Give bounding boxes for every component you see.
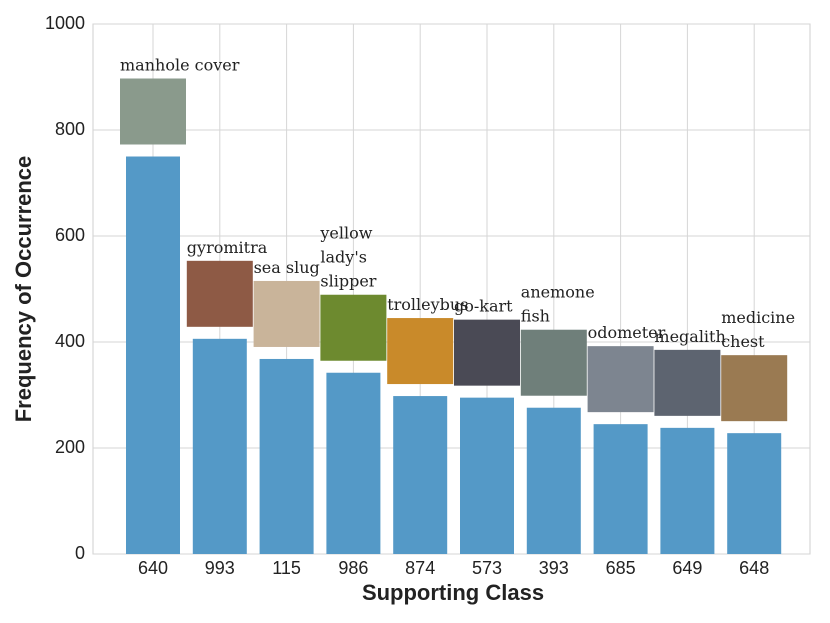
bar <box>460 397 514 554</box>
annotation: go-kart <box>454 297 513 316</box>
class-image <box>587 346 654 413</box>
x-tick-label: 573 <box>472 558 502 578</box>
annotation: trolleybus <box>387 295 468 314</box>
x-tick-label: 993 <box>205 558 235 578</box>
x-tick-label: 685 <box>606 558 636 578</box>
class-image <box>654 349 721 416</box>
x-tick-label: 986 <box>338 558 368 578</box>
annotation: gyromitra <box>187 238 268 257</box>
y-tick-label: 1000 <box>45 13 85 33</box>
y-tick-label: 200 <box>55 437 85 457</box>
annotation: megalith <box>654 327 725 346</box>
class-image <box>721 355 788 422</box>
bar <box>259 358 314 554</box>
class-image <box>320 294 387 361</box>
bar <box>393 396 448 554</box>
annotation: anemone <box>521 283 595 302</box>
x-tick-label: 393 <box>539 558 569 578</box>
x-tick-label: 648 <box>739 558 769 578</box>
annotation: slipper <box>320 272 376 291</box>
class-image <box>520 329 587 396</box>
x-axis-title: Supporting Class <box>362 580 544 605</box>
annotation: chest <box>721 332 765 351</box>
class-image <box>120 78 186 145</box>
annotation: odometer <box>588 323 666 342</box>
annotation: lady's <box>320 248 367 267</box>
x-tick-label: 640 <box>138 558 168 578</box>
bar <box>192 338 247 554</box>
class-image <box>454 319 520 386</box>
y-tick-label: 600 <box>55 225 85 245</box>
annotation: sea slug <box>254 258 320 277</box>
y-tick-label: 800 <box>55 119 85 139</box>
bar <box>727 433 782 554</box>
y-tick-label: 400 <box>55 331 85 351</box>
bar <box>660 427 715 554</box>
class-image <box>387 318 454 385</box>
class-image <box>186 260 253 327</box>
bar <box>326 372 381 554</box>
y-tick-label: 0 <box>75 543 85 563</box>
y-axis-title: Frequency of Occurrence <box>11 156 36 423</box>
annotation: yellow <box>319 224 372 243</box>
x-tick-label: 115 <box>272 558 301 578</box>
class-image <box>253 280 320 347</box>
bar <box>526 407 581 554</box>
x-tick-label: 649 <box>672 558 702 578</box>
bar <box>593 424 648 554</box>
annotation: manhole cover <box>120 56 240 75</box>
bar <box>126 156 180 554</box>
annotation: fish <box>521 307 550 326</box>
annotation: medicine <box>721 308 795 327</box>
x-tick-label: 874 <box>405 558 435 578</box>
